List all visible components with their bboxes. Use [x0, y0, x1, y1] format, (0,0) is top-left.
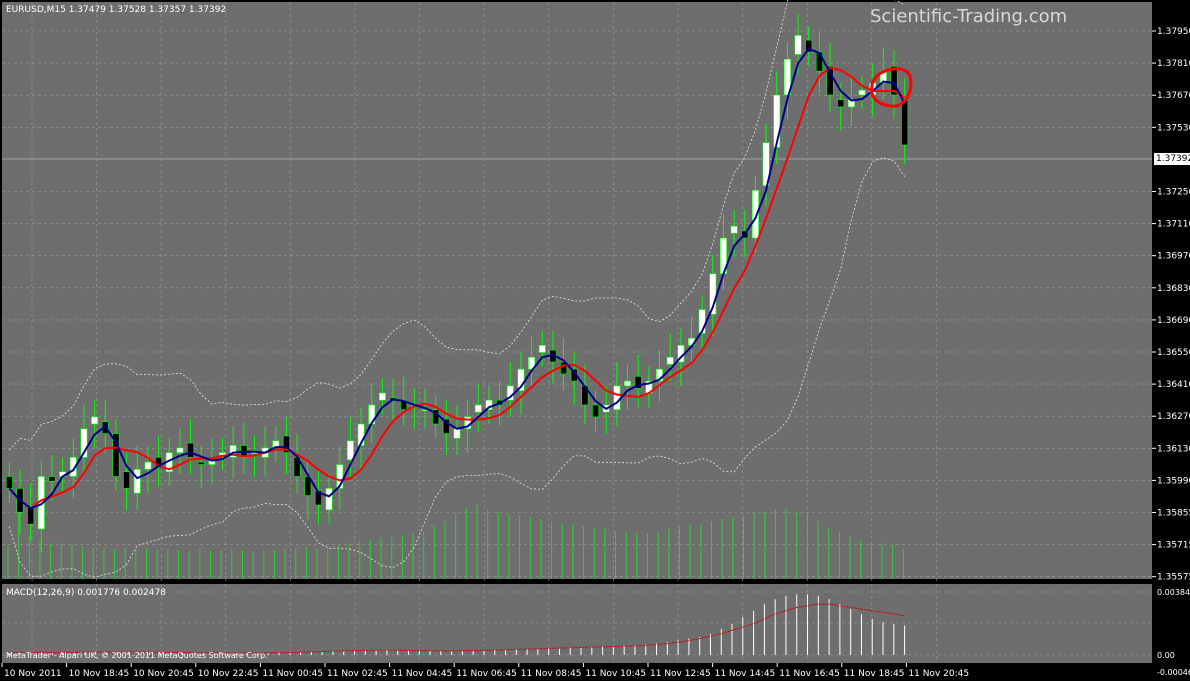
x-axis-label: 11 Nov 04:45	[392, 669, 453, 679]
y-axis-label: 1.37110	[1157, 220, 1190, 230]
y-axis-label: 1.35575	[1157, 573, 1190, 583]
x-axis-label: 10 Nov 22:45	[198, 669, 259, 679]
current-price-tag: 1.37392	[1154, 153, 1190, 165]
candle-body	[805, 39, 813, 53]
candle-body	[325, 488, 333, 511]
candle-body	[112, 433, 120, 477]
watermark-text: Scientific-Trading.com	[870, 6, 1068, 27]
candle-body	[773, 94, 781, 148]
y-axis-label: 1.36130	[1157, 444, 1190, 454]
fast-moving-average-line	[8, 47, 906, 510]
moving-averages	[8, 47, 906, 510]
candle-body	[613, 385, 621, 411]
copyright-text: MetaTrader - Alpari UK, © 2001-2011 Meta…	[6, 651, 268, 660]
y-axis-label: 1.37250	[1157, 188, 1190, 198]
candle-body	[123, 471, 131, 489]
candle-body	[282, 435, 290, 453]
candle-body	[453, 428, 461, 439]
candle-body	[80, 428, 88, 458]
x-axis-label: 10 Nov 20:45	[133, 669, 194, 679]
macd-signal-line	[9, 603, 905, 654]
candle-body	[751, 190, 759, 239]
candle-body	[592, 404, 600, 418]
y-axis-label: 1.37530	[1157, 123, 1190, 133]
y-axis-label: 1.36410	[1157, 380, 1190, 390]
candle-body	[624, 380, 632, 387]
y-axis-label: 1.36690	[1157, 316, 1190, 326]
candle-body	[378, 392, 386, 401]
x-axis-label: 11 Nov 10:45	[585, 669, 646, 679]
x-axis-label: 11 Nov 14:45	[715, 669, 776, 679]
bollinger-bands	[8, 0, 906, 578]
candle-body	[474, 404, 482, 413]
candle-body	[901, 99, 909, 146]
candle-body	[762, 142, 770, 186]
candle-body	[442, 418, 450, 434]
macd-y-axis-label: 0.00384	[1157, 588, 1190, 597]
x-axis-label: 11 Nov 08:45	[521, 669, 582, 679]
candle-body	[730, 225, 738, 234]
y-axis-label: 1.36270	[1157, 412, 1190, 422]
candle-body	[176, 447, 184, 453]
x-axis-label: 11 Nov 16:45	[779, 669, 840, 679]
bollinger-lower-band	[8, 157, 906, 578]
candle-body	[357, 423, 365, 446]
candle-body	[837, 99, 845, 108]
y-axis-label: 1.35715	[1157, 541, 1190, 551]
y-axis-label: 1.37810	[1157, 59, 1190, 69]
candle-body	[890, 66, 898, 96]
candle-body	[144, 461, 152, 470]
y-axis-label: 1.35855	[1157, 509, 1190, 519]
x-axis-label: 10 Nov 18:45	[69, 669, 130, 679]
y-axis-label: 1.37670	[1157, 91, 1190, 101]
annotation-circle	[870, 67, 913, 108]
candle-body	[5, 476, 13, 489]
macd-indicator	[8, 594, 906, 655]
candle-body	[794, 35, 802, 55]
candle-body	[485, 399, 493, 411]
candle-body	[826, 66, 834, 96]
y-axis-label: 1.35990	[1157, 476, 1190, 486]
x-axis-label: 11 Nov 20:45	[908, 669, 969, 679]
bollinger-upper-band	[9, 0, 905, 451]
y-axis-label: 1.36550	[1157, 348, 1190, 358]
volume-bars	[7, 504, 904, 579]
candle-body	[48, 476, 56, 482]
candle-body	[197, 461, 205, 465]
y-axis-label: 1.36830	[1157, 284, 1190, 294]
x-axis-label: 11 Nov 12:45	[650, 669, 711, 679]
candle-body	[783, 58, 791, 96]
candle-body	[91, 416, 99, 425]
candle-body	[666, 356, 674, 365]
candle-body	[69, 457, 77, 477]
candle-body	[517, 368, 525, 391]
candle-body	[336, 464, 344, 489]
macd-y-axis-label: 0.00	[1157, 651, 1175, 660]
y-axis-label: 1.36970	[1157, 252, 1190, 262]
candle-body	[346, 440, 354, 461]
macd-header: MACD(12,26,9) 0.001776 0.002478	[6, 588, 166, 598]
x-axis-label: 11 Nov 00:45	[262, 669, 323, 679]
candlesticks	[5, 13, 909, 553]
candle-body	[538, 345, 546, 353]
candle-body	[858, 89, 866, 96]
candle-body	[133, 469, 141, 494]
candle-body	[27, 507, 35, 525]
candle-body	[634, 376, 642, 389]
x-axis-label: 11 Nov 02:45	[327, 669, 388, 679]
x-axis-label: 11 Nov 18:45	[844, 669, 905, 679]
candle-body	[187, 442, 195, 458]
grid-lines	[2, 2, 1152, 663]
symbol-header: EURUSD,M15 1.37479 1.37528 1.37357 1.373…	[6, 5, 227, 15]
main-chart-area[interactable]	[2, 2, 1152, 579]
x-axis-label: 11 Nov 06:45	[456, 669, 517, 679]
macd-panel-area[interactable]	[2, 584, 1152, 663]
x-axis-label: 10 Nov 2011	[4, 669, 62, 679]
y-axis-label: 1.37950	[1157, 27, 1190, 37]
axes: 1.37950 1.37810 1.37670 1.37530 1.37250 1.371…	[1, 27, 1190, 679]
macd-y-axis-label: -0.00046	[1157, 668, 1190, 677]
